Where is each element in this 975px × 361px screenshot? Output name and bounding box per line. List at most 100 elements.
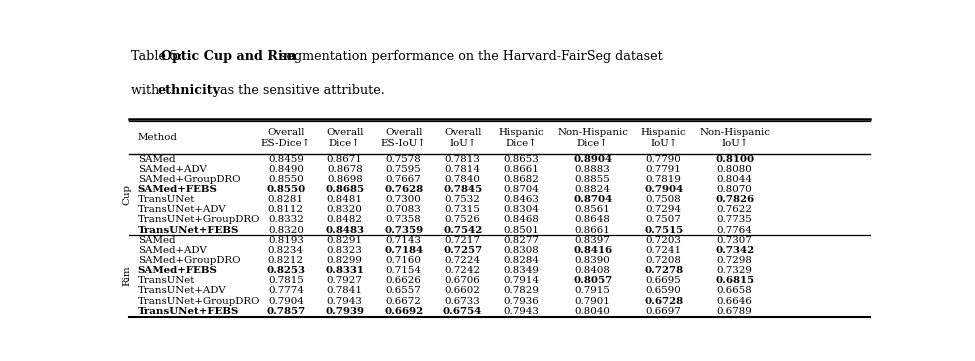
Text: 0.8277: 0.8277 [504, 236, 539, 245]
Text: 0.7826: 0.7826 [715, 195, 755, 204]
Text: 0.7845: 0.7845 [443, 185, 483, 194]
Text: 0.8408: 0.8408 [574, 266, 610, 275]
Text: 0.8459: 0.8459 [268, 155, 304, 164]
Text: 0.8281: 0.8281 [268, 195, 304, 204]
Text: 0.6672: 0.6672 [386, 297, 421, 305]
Text: 0.7526: 0.7526 [445, 216, 481, 225]
Text: 0.8193: 0.8193 [268, 236, 304, 245]
Text: 0.8463: 0.8463 [504, 195, 539, 204]
Text: Table 5:: Table 5: [131, 50, 190, 63]
Text: 0.7791: 0.7791 [645, 165, 682, 174]
Text: TransUNet+FEBS: TransUNet+FEBS [137, 307, 239, 316]
Text: 0.8490: 0.8490 [268, 165, 304, 174]
Text: 0.8332: 0.8332 [268, 216, 304, 225]
Text: 0.6728: 0.6728 [644, 297, 683, 305]
Text: 0.7515: 0.7515 [644, 226, 683, 235]
Text: 0.8349: 0.8349 [504, 266, 539, 275]
Text: SAMed+ADV: SAMed+ADV [137, 165, 207, 174]
Text: 0.7315: 0.7315 [445, 205, 481, 214]
Text: 0.7184: 0.7184 [384, 246, 423, 255]
Text: 0.6646: 0.6646 [717, 297, 753, 305]
Text: 0.7359: 0.7359 [384, 226, 423, 235]
Text: 0.7815: 0.7815 [268, 276, 304, 285]
Text: Optic Cup and Rim: Optic Cup and Rim [161, 50, 296, 63]
Text: 0.7358: 0.7358 [386, 216, 421, 225]
Text: Overall
ES-IoU↑: Overall ES-IoU↑ [381, 127, 427, 148]
Text: TransUNet+GroupDRO: TransUNet+GroupDRO [137, 216, 260, 225]
Text: 0.8550: 0.8550 [268, 175, 304, 184]
Text: 0.8057: 0.8057 [573, 276, 612, 285]
Text: 0.8253: 0.8253 [266, 266, 305, 275]
Text: 0.8100: 0.8100 [715, 155, 755, 164]
Text: 0.7143: 0.7143 [386, 236, 422, 245]
Text: 0.7628: 0.7628 [384, 185, 423, 194]
Text: 0.8678: 0.8678 [327, 165, 363, 174]
Text: 0.7217: 0.7217 [445, 236, 481, 245]
Text: 0.7329: 0.7329 [717, 266, 753, 275]
Text: 0.8671: 0.8671 [327, 155, 363, 164]
Text: Non-Hispanic
Dice↑: Non-Hispanic Dice↑ [557, 127, 628, 148]
Text: 0.7943: 0.7943 [504, 307, 539, 316]
Text: 0.8561: 0.8561 [574, 205, 610, 214]
Text: 0.8112: 0.8112 [268, 205, 304, 214]
Text: Cup: Cup [123, 184, 132, 205]
Text: 0.7507: 0.7507 [645, 216, 682, 225]
Text: 0.6815: 0.6815 [715, 276, 755, 285]
Text: SAMed+ADV: SAMed+ADV [137, 246, 207, 255]
Text: 0.7154: 0.7154 [386, 266, 422, 275]
Text: 0.7342: 0.7342 [715, 246, 755, 255]
Text: 0.7595: 0.7595 [386, 165, 421, 174]
Text: 0.6557: 0.6557 [386, 286, 421, 295]
Text: TransUNet+ADV: TransUNet+ADV [137, 205, 226, 214]
Text: Rim: Rim [123, 265, 132, 286]
Text: 0.8299: 0.8299 [327, 256, 363, 265]
Text: 0.6789: 0.6789 [717, 307, 753, 316]
Text: 0.6733: 0.6733 [445, 297, 481, 305]
Text: 0.7160: 0.7160 [386, 256, 421, 265]
Text: 0.7667: 0.7667 [386, 175, 421, 184]
Text: 0.7943: 0.7943 [327, 297, 363, 305]
Text: 0.7257: 0.7257 [443, 246, 483, 255]
Text: Hispanic
Dice↑: Hispanic Dice↑ [499, 127, 544, 148]
Text: 0.8390: 0.8390 [574, 256, 610, 265]
Text: with: with [131, 84, 163, 97]
Text: 0.8855: 0.8855 [574, 175, 610, 184]
Text: 0.8904: 0.8904 [573, 155, 612, 164]
Text: 0.8661: 0.8661 [574, 226, 610, 235]
Text: 0.8685: 0.8685 [326, 185, 365, 194]
Text: 0.8212: 0.8212 [268, 256, 304, 265]
Text: 0.8304: 0.8304 [504, 205, 539, 214]
Text: 0.8284: 0.8284 [504, 256, 539, 265]
Text: 0.7814: 0.7814 [445, 165, 481, 174]
Text: Non-Hispanic
IoU↑: Non-Hispanic IoU↑ [699, 127, 770, 148]
Text: 0.8824: 0.8824 [574, 185, 610, 194]
Text: 0.7915: 0.7915 [574, 286, 610, 295]
Text: 0.7278: 0.7278 [644, 266, 683, 275]
Text: TransUNet: TransUNet [137, 195, 195, 204]
Text: SAMed+FEBS: SAMed+FEBS [137, 185, 217, 194]
Text: 0.8323: 0.8323 [327, 246, 363, 255]
Text: 0.8320: 0.8320 [327, 205, 363, 214]
Text: Overall
ES-Dice↑: Overall ES-Dice↑ [260, 127, 311, 148]
Text: SAMed: SAMed [137, 155, 176, 164]
Text: 0.6754: 0.6754 [443, 307, 483, 316]
Text: 0.8044: 0.8044 [717, 175, 753, 184]
Text: as the sensitive attribute.: as the sensitive attribute. [216, 84, 385, 97]
Text: 0.8468: 0.8468 [504, 216, 539, 225]
Text: TransUNet: TransUNet [137, 276, 195, 285]
Text: 0.8331: 0.8331 [326, 266, 365, 275]
Text: 0.8501: 0.8501 [504, 226, 539, 235]
Text: 0.8080: 0.8080 [717, 165, 753, 174]
Text: 0.6706: 0.6706 [445, 276, 481, 285]
Text: 0.7813: 0.7813 [445, 155, 481, 164]
Text: 0.7307: 0.7307 [717, 236, 753, 245]
Text: 0.8704: 0.8704 [504, 185, 539, 194]
Text: Overall
Dice↑: Overall Dice↑ [326, 127, 364, 148]
Text: 0.7936: 0.7936 [504, 297, 539, 305]
Text: 0.7542: 0.7542 [443, 226, 483, 235]
Text: 0.7927: 0.7927 [327, 276, 363, 285]
Text: Method: Method [137, 133, 177, 142]
Text: 0.7241: 0.7241 [645, 246, 682, 255]
Text: 0.7901: 0.7901 [574, 297, 610, 305]
Text: 0.7914: 0.7914 [504, 276, 539, 285]
